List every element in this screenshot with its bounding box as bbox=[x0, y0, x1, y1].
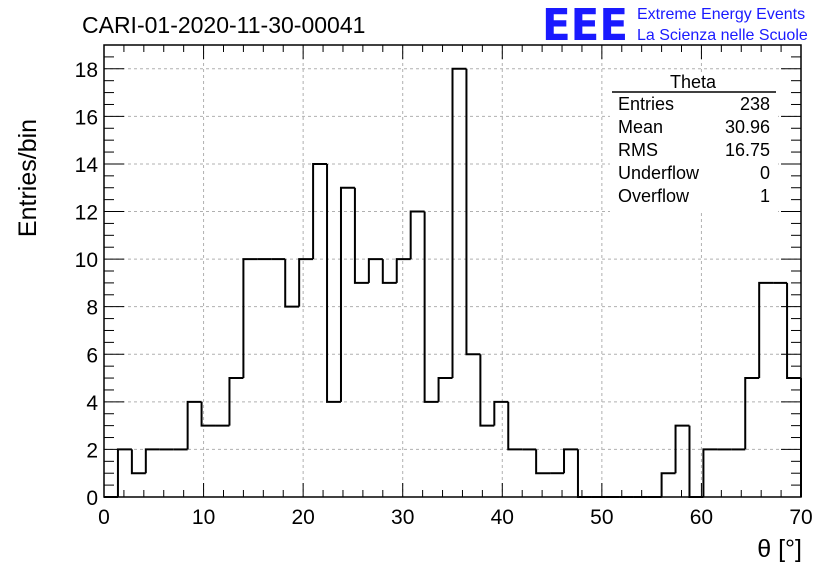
axis-ticks bbox=[103, 44, 802, 498]
stats-row-label: Overflow bbox=[618, 186, 690, 206]
logo-line-2: La Scienza nelle Scuole bbox=[637, 27, 808, 44]
histogram-bin bbox=[702, 448, 718, 497]
histogram-bin bbox=[242, 258, 258, 379]
x-tick-label: 70 bbox=[789, 506, 812, 529]
chart-title: CARI-01-2020-11-30-00041 bbox=[82, 12, 365, 38]
logo-line-1: Extreme Energy Events bbox=[637, 6, 805, 23]
histogram-bin bbox=[674, 424, 690, 474]
histogram-bin bbox=[576, 449, 592, 498]
histogram-bin bbox=[563, 448, 578, 474]
x-tick-label: 60 bbox=[690, 506, 713, 529]
histogram-bin bbox=[284, 259, 300, 308]
histogram-bin bbox=[493, 400, 509, 426]
y-tick-label: 14 bbox=[75, 154, 99, 177]
y-tick-label: 6 bbox=[86, 344, 98, 367]
stats-rows: Entries 238 Mean 30.96 RMS 16.75 Underflow 0 Ove… bbox=[618, 94, 770, 206]
histogram-bin bbox=[116, 448, 132, 497]
histogram-bin bbox=[423, 211, 439, 403]
histogram-bin bbox=[367, 258, 383, 283]
histogram-bars bbox=[104, 67, 802, 498]
histogram-bin bbox=[507, 401, 523, 451]
y-tick-label: 16 bbox=[75, 106, 98, 129]
histogram-bin bbox=[479, 354, 495, 427]
stats-row-label: Mean bbox=[618, 117, 663, 137]
histogram-bin bbox=[758, 281, 774, 379]
histogram-bin bbox=[409, 210, 425, 260]
y-tick-label: 2 bbox=[86, 439, 98, 462]
histogram-bin bbox=[381, 259, 397, 284]
y-tick-label: 0 bbox=[86, 487, 98, 510]
y-tick-label: 10 bbox=[75, 249, 98, 272]
stats-box-bg bbox=[610, 72, 778, 212]
histogram-bin bbox=[465, 68, 481, 356]
eee-logo-mark: EEE bbox=[542, 0, 628, 51]
x-axis-label: θ [°] bbox=[757, 535, 802, 563]
histogram-bin bbox=[744, 377, 760, 450]
histogram-bin bbox=[395, 258, 411, 283]
histogram-bin bbox=[186, 400, 202, 450]
y-tick-label: 8 bbox=[86, 297, 98, 320]
stats-row-label: Underflow bbox=[618, 163, 700, 183]
x-tick-label: 20 bbox=[291, 506, 314, 529]
histogram-bin bbox=[451, 67, 467, 379]
stats-row-value: 1 bbox=[760, 186, 770, 206]
stats-box: Theta Entries 238 Mean 30.96 RMS 16.75 Underfl… bbox=[610, 72, 778, 212]
stats-row-value: 238 bbox=[740, 94, 770, 114]
x-tick-label: 30 bbox=[391, 506, 414, 529]
histogram-bin bbox=[312, 162, 328, 260]
histogram-bin bbox=[228, 377, 244, 426]
stats-box-title: Theta bbox=[670, 72, 717, 92]
stats-row-label: Entries bbox=[618, 94, 674, 114]
histogram-bin bbox=[353, 187, 369, 284]
histogram-bin bbox=[437, 377, 453, 402]
histogram-bin bbox=[298, 258, 314, 307]
histogram-bin bbox=[200, 401, 216, 427]
y-axis-label: Entries/bin bbox=[14, 119, 42, 237]
x-tick-label: 10 bbox=[192, 506, 215, 529]
y-tick-label: 12 bbox=[75, 202, 98, 225]
histogram-bin bbox=[144, 448, 160, 474]
x-tick-label: 50 bbox=[590, 506, 613, 529]
y-tick-label: 4 bbox=[86, 392, 98, 415]
stats-row-value: 0 bbox=[760, 163, 770, 183]
stats-row-value: 16.75 bbox=[725, 140, 770, 160]
x-tick-label: 0 bbox=[98, 506, 110, 529]
x-tick-label: 40 bbox=[491, 506, 514, 529]
histogram-bin bbox=[326, 163, 341, 403]
histogram-bin bbox=[660, 472, 676, 497]
histogram-bin bbox=[130, 449, 146, 475]
stats-row-value: 30.96 bbox=[725, 117, 770, 137]
x-tick-labels: 0 10 20 30 40 50 60 70 bbox=[98, 506, 813, 529]
y-tick-label: 18 bbox=[75, 59, 98, 82]
y-tick-labels: 0 2 4 6 8 10 12 14 16 18 bbox=[75, 59, 99, 510]
histogram-bin bbox=[339, 186, 355, 402]
histogram-bin bbox=[535, 449, 551, 475]
stats-row-label: RMS bbox=[618, 140, 658, 160]
